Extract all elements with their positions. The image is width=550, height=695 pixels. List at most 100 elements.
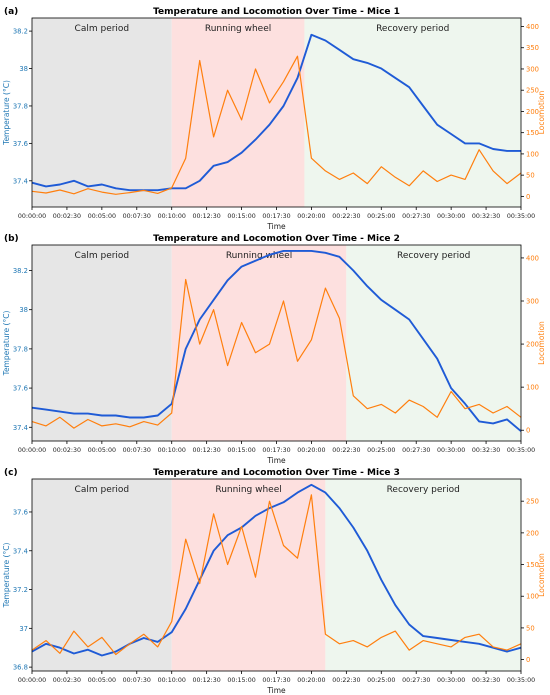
x-tick-label: 00:00:00 (18, 213, 46, 220)
y-left-tick-label: 38 (19, 65, 28, 73)
x-tick-label: 00:17:30 (262, 447, 290, 454)
y-right-tick-label: 0 (526, 427, 530, 435)
y-left-tick-label: 36.8 (13, 664, 28, 672)
y-right-tick-label: 200 (526, 108, 539, 116)
x-tick-label: 00:35:00 (507, 447, 535, 454)
locomotion-line (31, 278, 522, 429)
x-tick-label: 00:17:30 (262, 677, 290, 684)
x-tick-label: 00:17:30 (262, 213, 290, 220)
x-tick-label: 00:32:30 (472, 677, 500, 684)
x-tick-label: 00:20:00 (297, 677, 325, 684)
chart-title: Temperature and Locomotion Over Time - M… (153, 468, 400, 478)
period-band (171, 479, 326, 671)
x-tick-label: 00:32:30 (472, 447, 500, 454)
x-tick-label: 00:30:00 (437, 447, 465, 454)
x-tick-label: 00:27:30 (402, 677, 430, 684)
x-tick-label: 00:02:30 (53, 677, 81, 684)
y-right-axis-label: Locomotion (537, 90, 546, 134)
y-right-tick-label: 0 (526, 656, 530, 664)
y-right-tick-label: 300 (526, 65, 539, 73)
chart-panel-1: Calm period Running wheel Recovery period 0… (2, 7, 546, 231)
period-label: Calm period (75, 24, 130, 34)
y-right-tick-label: 100 (526, 593, 539, 601)
y-right-tick-label: 50 (526, 172, 535, 180)
y-left-tick-label: 38.2 (13, 28, 28, 36)
x-axis-label: Time (266, 686, 286, 695)
chart-title: Temperature and Locomotion Over Time - M… (153, 7, 400, 17)
x-tick-label: 00:07:30 (123, 213, 151, 220)
y-right-tick-label: 150 (526, 561, 539, 569)
period-band (32, 479, 172, 671)
x-tick-label: 00:10:00 (158, 677, 186, 684)
y-right-tick-label: 100 (526, 384, 539, 392)
y-right-tick-label: 100 (526, 150, 539, 158)
period-label: Running wheel (205, 24, 271, 34)
x-tick-label: 00:12:30 (193, 447, 221, 454)
chart-title: Temperature and Locomotion Over Time - M… (153, 234, 400, 244)
x-tick-label: 00:00:00 (18, 447, 46, 454)
y-left-tick-label: 37.4 (13, 177, 28, 185)
x-tick-label: 00:10:00 (158, 447, 186, 454)
y-left-tick-label: 37.6 (13, 385, 28, 393)
x-axis-label: Time (266, 456, 286, 465)
y-right-tick-label: 200 (526, 529, 539, 537)
y-left-tick-label: 37.4 (13, 424, 28, 432)
temperature-line (31, 249, 522, 432)
y-right-tick-label: 200 (526, 341, 539, 349)
y-right-tick-label: 50 (526, 624, 535, 632)
period-band (325, 479, 521, 671)
y-right-axis-label: Locomotion (537, 321, 546, 365)
locomotion-line (31, 494, 522, 656)
y-left-tick-label: 38 (19, 306, 28, 314)
x-tick-label: 00:22:30 (332, 447, 360, 454)
period-label: Recovery period (397, 251, 470, 261)
y-right-tick-label: 350 (526, 44, 539, 52)
x-tick-label: 00:05:00 (88, 447, 116, 454)
x-tick-label: 00:15:00 (227, 213, 255, 220)
x-tick-label: 00:32:30 (472, 213, 500, 220)
x-tick-label: 00:15:00 (227, 447, 255, 454)
period-band (304, 18, 521, 207)
x-tick-label: 00:25:00 (367, 677, 395, 684)
period-band (32, 18, 172, 207)
period-label: Running wheel (215, 485, 281, 495)
x-tick-label: 00:27:30 (402, 213, 430, 220)
period-band (171, 245, 347, 441)
x-tick-label: 00:20:00 (297, 447, 325, 454)
y-left-tick-label: 37.8 (13, 345, 28, 353)
panel-label: (b) (4, 234, 19, 244)
x-tick-label: 00:25:00 (367, 447, 395, 454)
y-right-axis-label: Locomotion (537, 553, 546, 597)
x-tick-label: 00:12:30 (193, 213, 221, 220)
period-label: Running wheel (226, 251, 292, 261)
x-tick-label: 00:00:00 (18, 677, 46, 684)
x-tick-label: 00:27:30 (402, 447, 430, 454)
panel-label: (a) (4, 7, 18, 17)
temperature-line (31, 33, 521, 192)
x-tick-label: 00:22:30 (332, 677, 360, 684)
chart-panel-3: Calm period Running wheel Recovery period 0… (2, 468, 546, 695)
x-tick-label: 00:20:00 (297, 213, 325, 220)
y-left-tick-label: 37.4 (13, 547, 28, 555)
period-label: Recovery period (376, 24, 449, 34)
x-tick-label: 00:05:00 (88, 213, 116, 220)
panel-label: (c) (4, 468, 18, 478)
chart-panel-2: Calm period Running wheel Recovery period 0… (2, 234, 546, 465)
x-axis-label: Time (266, 222, 286, 231)
period-band (32, 245, 172, 441)
y-left-axis-label: Temperature (°C) (2, 311, 11, 377)
x-tick-label: 00:25:00 (367, 213, 395, 220)
y-right-tick-label: 250 (526, 87, 539, 95)
x-tick-label: 00:30:00 (437, 677, 465, 684)
y-left-axis-label: Temperature (°C) (2, 543, 11, 609)
period-label: Calm period (75, 251, 130, 261)
x-tick-label: 00:35:00 (507, 677, 535, 684)
y-left-tick-label: 37.6 (13, 140, 28, 148)
x-tick-label: 00:30:00 (437, 213, 465, 220)
x-tick-label: 00:02:30 (53, 447, 81, 454)
y-right-tick-label: 400 (526, 23, 539, 31)
y-right-tick-label: 0 (526, 193, 530, 201)
locomotion-line (31, 55, 522, 195)
x-tick-label: 00:22:30 (332, 213, 360, 220)
